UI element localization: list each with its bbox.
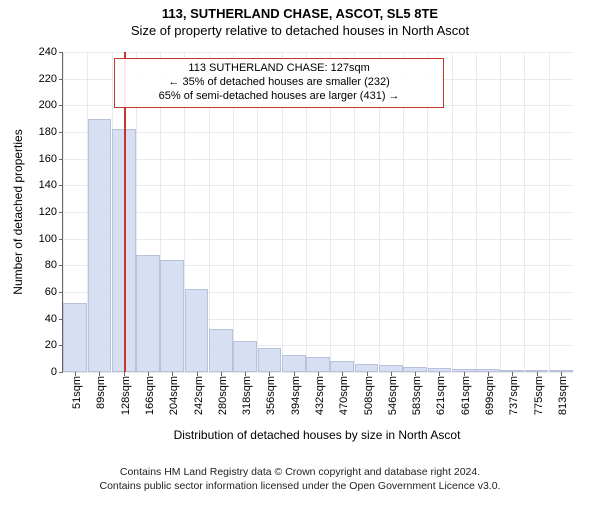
gridline-vertical xyxy=(549,52,550,372)
histogram-bar xyxy=(185,289,209,372)
gridline-vertical xyxy=(476,52,477,372)
histogram-bar xyxy=(88,119,112,372)
y-tick-label: 200 xyxy=(39,99,63,111)
x-tick-label: 508sqm xyxy=(363,376,375,415)
page-subtitle: Size of property relative to detached ho… xyxy=(0,23,600,38)
gridline-horizontal xyxy=(63,132,573,133)
y-axis-label: Number of detached properties xyxy=(11,129,25,294)
annotation-box: 113 SUTHERLAND CHASE: 127sqm ← 35% of det… xyxy=(114,58,444,107)
gridline-horizontal xyxy=(63,52,573,53)
x-tick-label: 204sqm xyxy=(168,376,180,415)
histogram-bar xyxy=(282,355,306,372)
gridline-vertical xyxy=(452,52,453,372)
x-tick-label: 318sqm xyxy=(241,376,253,415)
y-tick-label: 120 xyxy=(39,206,63,218)
histogram-bar xyxy=(63,303,87,372)
gridline-horizontal xyxy=(63,239,573,240)
x-tick-label: 775sqm xyxy=(533,376,545,415)
y-tick-label: 240 xyxy=(39,46,63,58)
histogram-bar xyxy=(160,260,184,372)
x-tick-label: 128sqm xyxy=(120,376,132,415)
histogram-bar xyxy=(355,364,379,372)
footer-line-2: Contains public sector information licen… xyxy=(100,480,501,492)
x-axis-label: Distribution of detached houses by size … xyxy=(174,428,461,442)
y-tick-label: 0 xyxy=(51,366,63,378)
histogram-bar xyxy=(379,365,403,372)
gridline-vertical xyxy=(500,52,501,372)
x-tick-label: 661sqm xyxy=(460,376,472,415)
y-tick-label: 80 xyxy=(45,259,63,271)
footer-attribution: Contains HM Land Registry data © Crown c… xyxy=(0,466,600,493)
gridline-horizontal xyxy=(63,159,573,160)
x-tick-label: 737sqm xyxy=(508,376,520,415)
x-tick-label: 51sqm xyxy=(71,376,83,409)
annotation-line-2: ← 35% of detached houses are smaller (23… xyxy=(168,76,389,88)
x-tick-label: 356sqm xyxy=(265,376,277,415)
x-tick-label: 583sqm xyxy=(411,376,423,415)
histogram-bar xyxy=(330,361,354,372)
y-tick-label: 20 xyxy=(45,339,63,351)
x-tick-label: 280sqm xyxy=(217,376,229,415)
x-tick-label: 89sqm xyxy=(95,376,107,409)
x-tick-label: 699sqm xyxy=(484,376,496,415)
x-tick-label: 166sqm xyxy=(144,376,156,415)
y-tick-label: 180 xyxy=(39,126,63,138)
footer-line-1: Contains HM Land Registry data © Crown c… xyxy=(120,466,480,478)
y-tick-label: 40 xyxy=(45,313,63,325)
annotation-line-1: 113 SUTHERLAND CHASE: 127sqm xyxy=(188,62,369,74)
gridline-horizontal xyxy=(63,185,573,186)
y-tick-label: 140 xyxy=(39,179,63,191)
x-tick-label: 813sqm xyxy=(557,376,569,415)
x-tick-label: 394sqm xyxy=(290,376,302,415)
histogram-bar xyxy=(136,255,160,372)
histogram-bar xyxy=(306,357,330,372)
x-tick-label: 432sqm xyxy=(314,376,326,415)
gridline-horizontal xyxy=(63,212,573,213)
annotation-line-3: 65% of semi-detached houses are larger (… xyxy=(159,90,400,102)
histogram-bar xyxy=(258,348,282,372)
x-tick-label: 621sqm xyxy=(435,376,447,415)
y-tick-label: 100 xyxy=(39,233,63,245)
page-title: 113, SUTHERLAND CHASE, ASCOT, SL5 8TE xyxy=(0,6,600,21)
x-tick-label: 546sqm xyxy=(387,376,399,415)
gridline-vertical xyxy=(524,52,525,372)
y-tick-label: 60 xyxy=(45,286,63,298)
histogram-bar xyxy=(209,329,233,372)
histogram-bar xyxy=(233,341,257,372)
histogram-plot: 02040608010012014016018020022024051sqm89… xyxy=(62,52,573,373)
x-tick-label: 242sqm xyxy=(193,376,205,415)
x-tick-label: 470sqm xyxy=(338,376,350,415)
y-tick-label: 160 xyxy=(39,153,63,165)
y-tick-label: 220 xyxy=(39,73,63,85)
